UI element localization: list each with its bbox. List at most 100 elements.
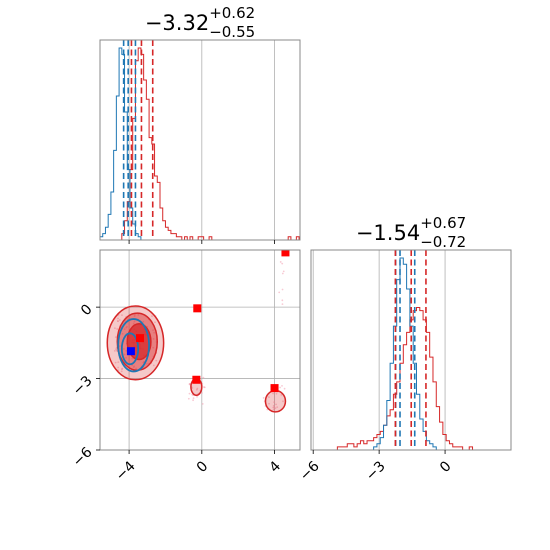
contour-blue-1 <box>120 332 140 366</box>
sample-point <box>275 403 277 406</box>
sample-point <box>117 361 120 364</box>
sample-point <box>155 359 158 362</box>
hist-step-blue <box>311 257 437 451</box>
sample-point <box>281 303 284 306</box>
axes-frame <box>99 39 301 241</box>
sample-point <box>152 329 154 332</box>
sample-point <box>132 322 135 325</box>
sample-point <box>202 376 205 379</box>
marker-red-0 <box>281 250 290 257</box>
sample-point <box>275 392 278 395</box>
marker-blue-0 <box>126 347 135 356</box>
sample-point <box>121 314 123 317</box>
sample-point <box>281 299 284 302</box>
sample-point <box>154 321 156 324</box>
sample-point <box>281 262 284 265</box>
sample-point <box>203 386 206 389</box>
sample-point <box>117 366 120 369</box>
sample-point <box>273 406 276 409</box>
sample-point <box>281 288 284 291</box>
sample-point <box>123 348 125 350</box>
sample-point <box>201 403 204 405</box>
sample-point <box>125 326 128 329</box>
panel-hist-y: −1.54+0.67−0.72 −6 −3 0 <box>297 214 512 484</box>
sample-point <box>123 353 126 356</box>
hist-step-blue <box>99 47 155 241</box>
sample-point <box>151 315 153 317</box>
sample-point <box>280 393 283 396</box>
tick-label-x-1: −3 <box>363 458 389 484</box>
sample-point <box>192 397 195 400</box>
panel-scatter-2d: −4 0 4 0 −3 −6 <box>70 249 301 484</box>
sample-point <box>113 349 116 352</box>
sample-point <box>117 320 119 322</box>
hist-x-title-upper: +0.62 <box>209 4 255 22</box>
sample-point <box>273 401 276 404</box>
sample-point <box>262 397 265 399</box>
sample-point <box>152 338 155 340</box>
sample-point <box>195 388 198 391</box>
sample-point <box>123 328 126 331</box>
sample-point <box>282 270 285 273</box>
sample-point <box>121 368 123 371</box>
tick-label-x-0: −4 <box>113 458 139 484</box>
sample-point <box>137 313 140 316</box>
sample-point <box>188 383 191 386</box>
sample-point <box>125 357 127 359</box>
tick-label-y-2: −6 <box>70 444 96 470</box>
sample-point <box>188 392 191 395</box>
sample-point <box>133 320 136 323</box>
sample-point <box>279 261 282 263</box>
sample-point <box>279 386 281 389</box>
sample-point <box>153 331 155 334</box>
sample-point <box>142 320 145 323</box>
sample-point <box>192 399 195 402</box>
hist-step-red <box>100 47 300 241</box>
hist-step-red <box>311 307 474 451</box>
sample-point <box>276 406 279 409</box>
hist-y-title-value: −1.54 <box>356 221 420 245</box>
tick-label-x-1: 0 <box>194 458 212 476</box>
scatter-plot-area <box>100 250 300 450</box>
tick-label-y-1: −3 <box>70 373 96 399</box>
sample-point <box>114 336 117 339</box>
axes-frame <box>310 249 512 451</box>
sample-point <box>118 319 121 321</box>
marker-red-3 <box>270 384 279 393</box>
sample-point <box>117 317 119 320</box>
sample-point <box>281 272 284 275</box>
sample-point <box>191 387 194 389</box>
sample-point <box>134 313 136 316</box>
tick-label-x-2: 0 <box>437 458 455 476</box>
contour-blue-0 <box>117 318 150 373</box>
hist-x-title-lower: −0.55 <box>209 23 255 41</box>
hist-x-title: −3.32+0.62 <box>145 4 255 35</box>
sample-point <box>282 400 284 403</box>
tick-label-x-0: −6 <box>297 458 323 484</box>
sample-point <box>118 345 121 347</box>
sample-point <box>283 387 286 390</box>
axes-frame <box>99 249 301 451</box>
sample-point <box>121 332 124 335</box>
marker-red-1 <box>193 304 202 313</box>
sample-point <box>132 366 135 369</box>
sample-point <box>268 402 270 405</box>
sample-point <box>281 384 283 387</box>
sample-point <box>272 408 275 411</box>
sample-point <box>146 362 148 365</box>
sample-point <box>128 317 131 320</box>
hist-y-title: −1.54+0.67 <box>356 214 466 245</box>
sample-point <box>116 328 119 330</box>
panel-hist-x: −3.32+0.62−0.55 <box>99 4 301 244</box>
tick-label-x-2: 4 <box>267 458 285 476</box>
sample-point <box>152 364 155 367</box>
sample-point <box>268 396 270 398</box>
hist-x-title-value: −3.32 <box>145 11 209 35</box>
sample-point <box>187 397 190 400</box>
sample-point <box>200 392 203 394</box>
sample-point <box>272 404 275 407</box>
sample-point <box>120 370 123 373</box>
sample-point <box>114 361 117 364</box>
sample-point <box>272 392 274 395</box>
